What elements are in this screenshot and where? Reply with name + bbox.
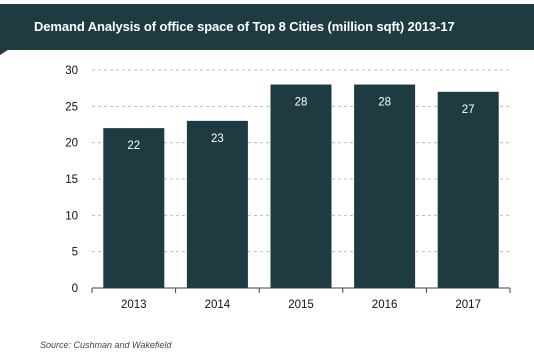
bar-2014 <box>186 120 248 288</box>
y-tick-label: 0 <box>72 283 78 295</box>
bar-2016 <box>354 84 416 289</box>
data-label-2014: 23 <box>211 133 224 145</box>
y-tick-label: 10 <box>65 210 78 222</box>
bar-series <box>103 84 499 289</box>
y-tick-label: 30 <box>65 65 78 77</box>
y-tick-label: 15 <box>65 174 78 186</box>
bar-2017 <box>437 91 499 288</box>
bar-2015 <box>270 84 332 289</box>
y-tick-label: 25 <box>65 101 78 113</box>
data-label-2016: 28 <box>378 97 391 109</box>
x-tick-label-2014: 2014 <box>205 299 231 311</box>
chart-title-banner: Demand Analysis of office space of Top 8… <box>0 4 534 50</box>
data-label-2013: 22 <box>127 140 140 152</box>
x-tick-label-2013: 2013 <box>121 299 147 311</box>
x-tick-label-2016: 2016 <box>372 299 398 311</box>
x-tick-label-2015: 2015 <box>288 299 314 311</box>
bar-2013 <box>103 128 165 288</box>
source-note: Source: Cushman and Wakefield <box>40 340 172 350</box>
data-label-2015: 28 <box>295 97 308 109</box>
y-tick-label: 5 <box>72 247 78 259</box>
y-tick-label: 20 <box>65 138 78 150</box>
data-labels: 22 23 28 28 27 <box>127 97 474 153</box>
x-tick-label-2017: 2017 <box>455 299 481 311</box>
title-banner-notch <box>0 46 14 55</box>
chart-title: Demand Analysis of office space of Top 8… <box>34 19 455 34</box>
data-label-2017: 27 <box>462 104 475 116</box>
